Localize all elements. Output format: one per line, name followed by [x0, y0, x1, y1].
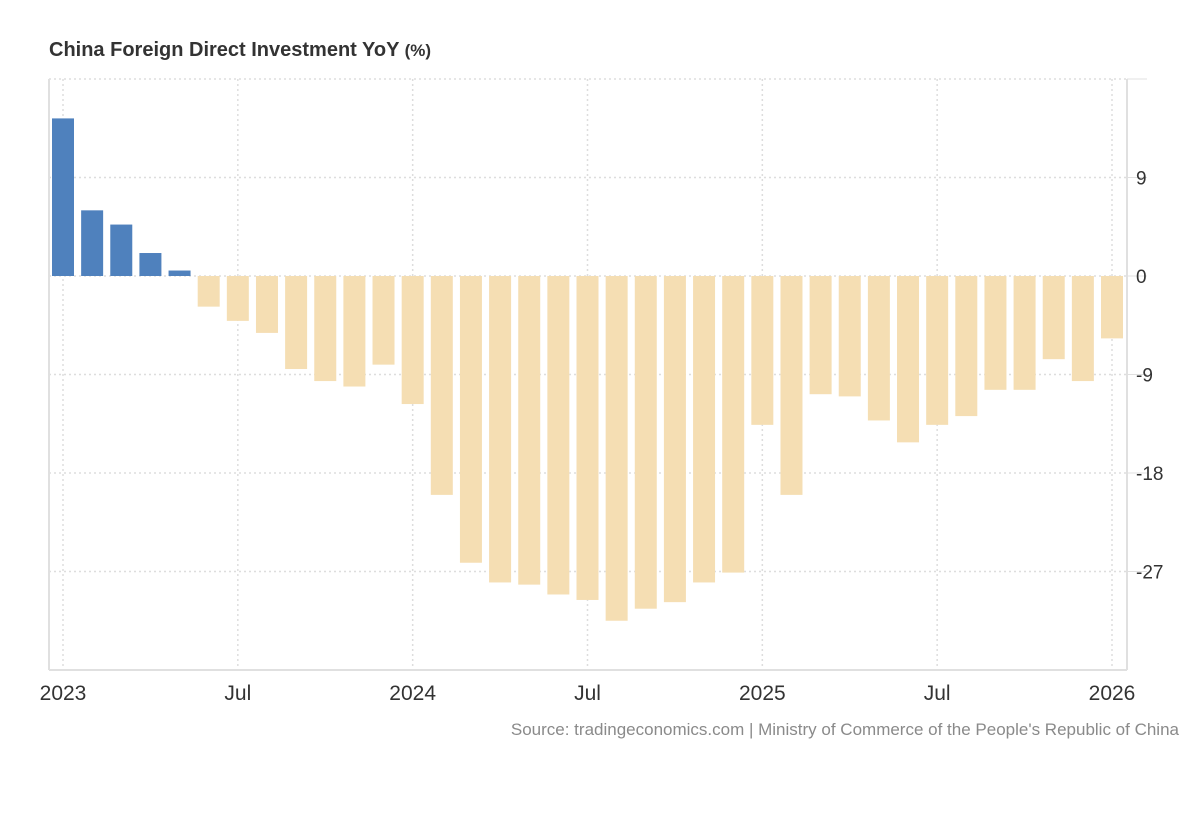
x-tick-label: 2024 [389, 682, 436, 705]
y-tick-label: -9 [1136, 366, 1153, 387]
chart-title-unit: (%) [404, 41, 432, 60]
bar [168, 270, 191, 276]
bar [314, 276, 337, 382]
x-tick-label: Jul [924, 682, 951, 705]
source-note: Source: tradingeconomics.com | Ministry … [510, 720, 1179, 739]
x-tick-label: 2025 [739, 682, 786, 705]
bar [984, 276, 1007, 390]
bar [867, 276, 890, 421]
bars [52, 118, 1123, 621]
bar [459, 276, 482, 563]
bar [197, 276, 220, 307]
bar [489, 276, 512, 583]
x-tick-labels: 2023 Jul 2024 Jul 2025 Jul 2026 [40, 682, 1136, 705]
chart-title-text: China Foreign Direct Investment YoY [49, 39, 400, 61]
bar [226, 276, 249, 321]
chart-title: China Foreign Direct Investment YoY (%) [49, 39, 431, 62]
bar [809, 276, 832, 395]
bar [547, 276, 570, 595]
bar [693, 276, 716, 583]
y-tick-labels: 9 0 -9 -18 -27 [1136, 169, 1163, 584]
bar [255, 276, 278, 333]
bar [955, 276, 978, 417]
bar [372, 276, 395, 365]
bar [838, 276, 861, 397]
bar [430, 276, 453, 495]
bar [518, 276, 541, 585]
y-tick-label: 9 [1136, 169, 1147, 190]
y-tick-label: -27 [1136, 563, 1163, 584]
bar [897, 276, 920, 443]
x-tick-label: 2026 [1089, 682, 1136, 705]
bar [576, 276, 599, 600]
bar [1101, 276, 1123, 339]
y-tick-label: 0 [1136, 267, 1147, 288]
axes [48, 78, 1147, 671]
y-tick-label: -18 [1136, 464, 1163, 485]
bar [139, 253, 162, 276]
bar [110, 224, 133, 276]
bar [780, 276, 803, 495]
x-tick-label: 2023 [40, 682, 87, 705]
bar [81, 210, 104, 276]
x-tick-label: Jul [574, 682, 601, 705]
bar [634, 276, 657, 609]
bar [343, 276, 366, 387]
bar [663, 276, 686, 603]
bar [285, 276, 308, 370]
bar [751, 276, 774, 425]
bar [722, 276, 745, 573]
bar [1042, 276, 1065, 360]
bar [1071, 276, 1094, 382]
bar [1013, 276, 1036, 390]
bar [605, 276, 628, 621]
bar [401, 276, 424, 405]
bar [52, 118, 74, 277]
bar [926, 276, 949, 425]
x-tick-label: Jul [224, 682, 251, 705]
